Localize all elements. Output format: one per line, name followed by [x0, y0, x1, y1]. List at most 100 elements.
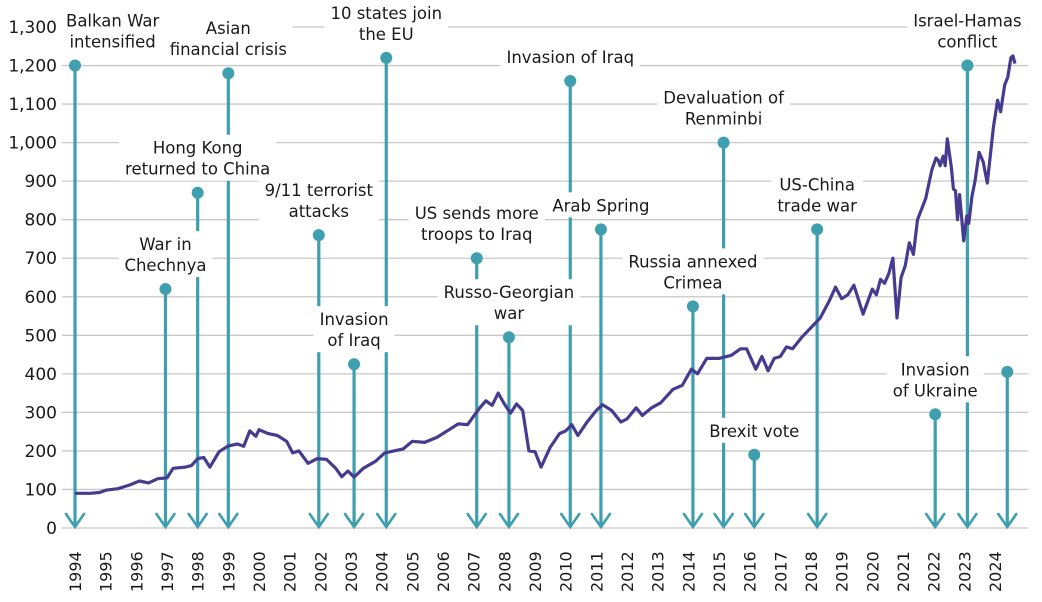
x-tick-label: 1999 [219, 551, 238, 592]
event-label-group: Brexit vote [703, 417, 806, 443]
event-label-group: Russia annexed Crimea [622, 248, 764, 295]
event-label: of Ukraine [893, 381, 978, 400]
arrow-down-icon [924, 512, 946, 530]
event-label: attacks [289, 202, 349, 221]
event-label: Chechnya [124, 256, 206, 275]
event-label-group: 10 states join the EU [324, 0, 449, 46]
event-label-group: Hong Kong returned to China [119, 134, 277, 181]
x-tick-label: 2023 [955, 551, 974, 592]
event-dot [594, 223, 607, 236]
x-tick-label: 2010 [557, 551, 576, 592]
event-label-group: Invasion of Iraq [313, 306, 395, 353]
event-label: 9/11 terrorist [265, 181, 374, 200]
event-labels: Balkan War intensified War in Chechnya Hong … [60, 0, 1028, 443]
x-tick-label: 2024 [986, 551, 1005, 592]
event-label-background [324, 0, 449, 46]
x-tick-label: 2003 [342, 551, 361, 592]
x-tick-label: 1997 [158, 551, 177, 592]
event-label-background [408, 200, 545, 247]
arrow-down-icon [559, 512, 581, 530]
event-label: of Iraq [327, 331, 380, 350]
event-label-background [118, 231, 213, 278]
x-tick-label: 2019 [833, 551, 852, 592]
event-label-group: Israel-Hamas conflict [907, 7, 1028, 54]
event-label: Invasion of Iraq [506, 48, 634, 67]
x-tick-label: 2011 [587, 551, 606, 592]
event-label: Arab Spring [552, 196, 649, 215]
x-tick-label: 2014 [679, 551, 698, 592]
event-label: Invasion [901, 360, 970, 379]
arrow-down-icon [64, 512, 86, 530]
event-dot [929, 408, 942, 421]
event-label-group: Asian financial crisis [163, 15, 293, 62]
x-tick-label: 2009 [526, 551, 545, 592]
x-axis-ticks: 1994 1995 1996 1997 1998 1999 2000 2001 2002 2003… [66, 551, 1005, 592]
arrow-down-icon [682, 512, 704, 530]
event-label-background [437, 279, 581, 326]
arrow-down-icon [498, 512, 520, 530]
event-label-background [60, 7, 166, 54]
y-tick-label: 1,200 [8, 57, 57, 77]
arrow-down-icon [218, 512, 239, 530]
event-dot [1001, 365, 1014, 378]
x-tick-label: 2017 [771, 551, 790, 592]
y-tick-label: 700 [25, 249, 57, 269]
arrow-down-icon [590, 512, 612, 530]
event-label-group: War in Chechnya [118, 231, 213, 278]
arrow-down-icon [155, 512, 176, 530]
event-label: US-China [779, 175, 855, 194]
arrow-down-icon [713, 512, 734, 530]
arrow-down-icon [187, 512, 208, 530]
x-tick-label: 2008 [495, 551, 514, 592]
x-tick-label: 2021 [894, 551, 913, 592]
x-tick-label: 2005 [403, 551, 422, 592]
event-dot [686, 300, 699, 313]
x-tick-label: 2002 [311, 551, 330, 592]
event-label-background [313, 306, 395, 353]
event-label-group: Balkan War intensified [60, 7, 166, 54]
event-label-group: US-China trade war [771, 171, 863, 218]
event-dot [69, 59, 81, 72]
x-tick-label: 2004 [373, 551, 392, 592]
event-label-group: Devaluation of Renminbi [657, 84, 790, 131]
event-dot [502, 331, 515, 344]
event-label-background [500, 43, 641, 69]
event-dot [348, 358, 361, 371]
event-dot [380, 51, 393, 64]
event-dot [191, 186, 204, 199]
event-label: Hong Kong [153, 139, 243, 158]
y-tick-label: 1,300 [8, 18, 57, 38]
event-dot [564, 74, 577, 87]
event-dot [222, 67, 235, 80]
event-label: War in [139, 235, 191, 254]
arrow-down-icon [957, 512, 978, 530]
event-dot [748, 448, 761, 461]
event-dot [961, 59, 974, 72]
event-label-background [119, 134, 277, 181]
event-label-group: US sends more troops to Iraq [408, 200, 545, 247]
event-label: Russia annexed [628, 252, 757, 271]
x-tick-label: 1996 [127, 551, 146, 592]
event-label: Crimea [663, 273, 722, 292]
y-tick-label: 1,100 [8, 95, 57, 115]
arrow-down-icon [806, 512, 828, 530]
event-label-background [546, 192, 656, 218]
event-label: war [494, 304, 525, 323]
event-dot [811, 223, 824, 236]
y-tick-label: 600 [25, 288, 57, 308]
event-label: intensified [69, 33, 155, 52]
x-tick-label: 2007 [465, 551, 484, 592]
y-tick-label: 1,000 [8, 134, 57, 154]
event-label-background [622, 248, 764, 295]
x-tick-label: 2013 [649, 551, 668, 592]
event-label: trade war [777, 196, 857, 215]
arrow-down-icon [466, 512, 488, 530]
event-label: 10 states join [330, 4, 442, 23]
event-label: the EU [359, 25, 414, 44]
arrow-down-icon [743, 512, 765, 530]
arrow-down-icon [375, 512, 397, 530]
event-label: Invasion [320, 310, 389, 329]
y-tick-label: 100 [25, 480, 57, 500]
x-tick-label: 2006 [434, 551, 453, 592]
